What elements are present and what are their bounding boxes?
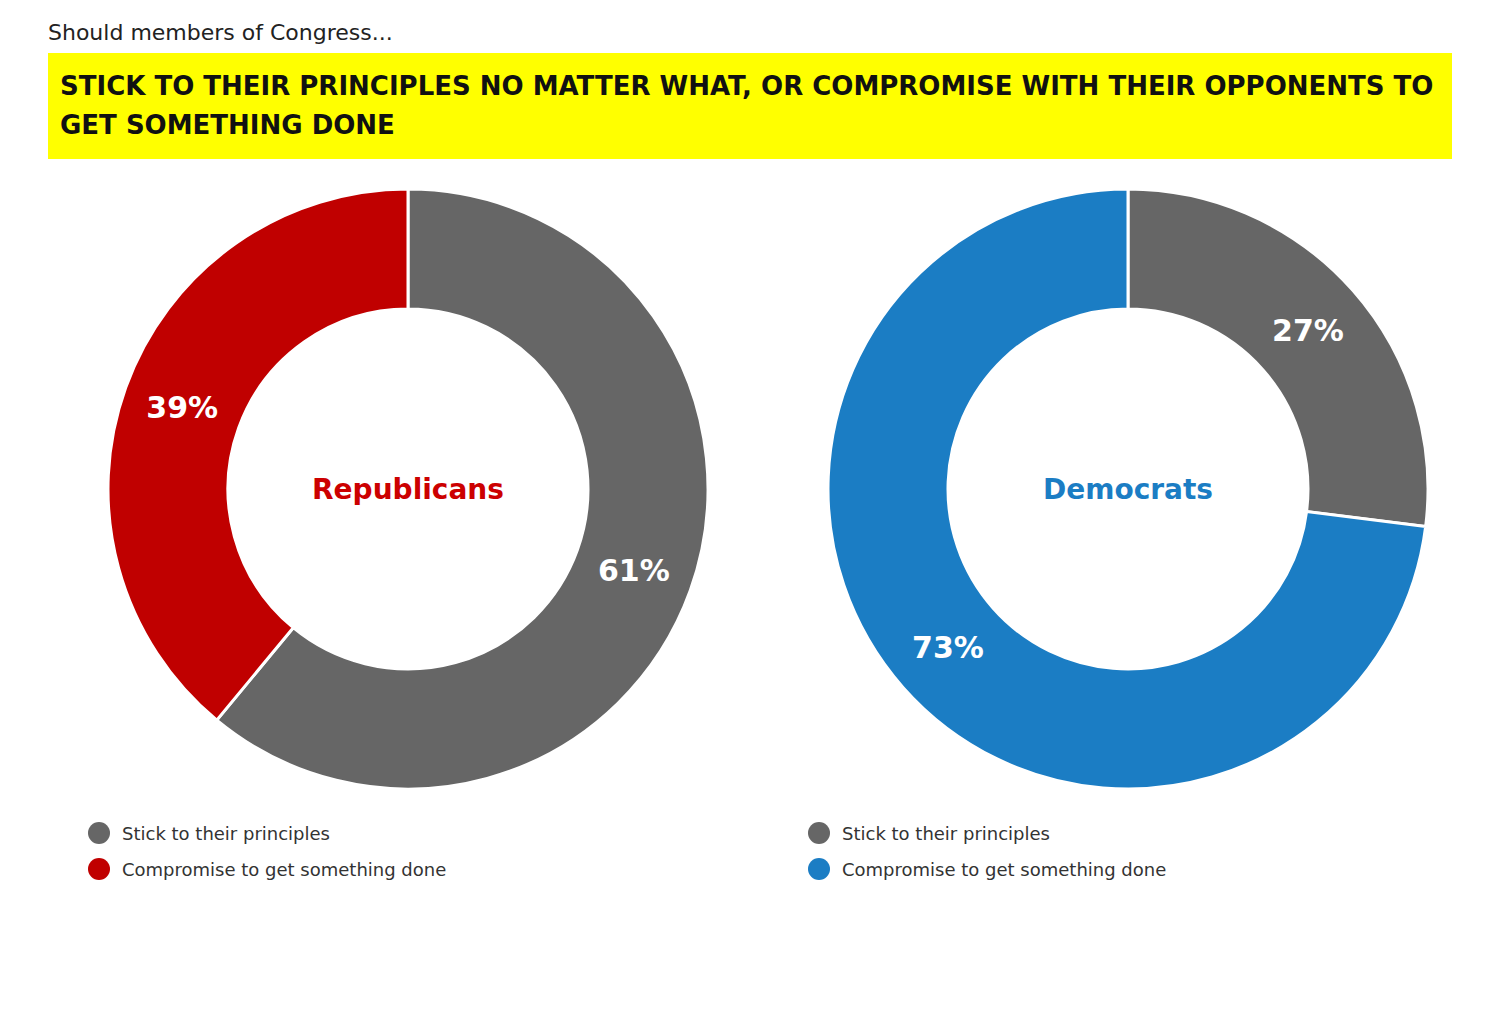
html-text:Compromise to get something do: Compromise to get something done	[842, 858, 1167, 880]
svg-text:39%: 39%	[146, 390, 218, 425]
svg-text:61%: 61%	[598, 553, 670, 588]
svg-text:73%: 73%	[912, 630, 984, 665]
html-text:Compromise to get something do: Compromise to get something done	[122, 858, 447, 880]
html-text:Republicans: Republicans	[312, 472, 504, 506]
svg-text:27%: 27%	[1272, 313, 1344, 348]
html-text:Stick to their principles: Stick to their principles	[842, 822, 1050, 844]
html-text:STICK TO THEIR PRINCIPLES NO M: STICK TO THEIR PRINCIPLES NO MATTER WHAT…	[60, 71, 1434, 140]
html-text:Democrats: Democrats	[1043, 472, 1213, 506]
html-text:Stick to their principles: Stick to their principles	[122, 822, 330, 844]
html-text:Should members of Congress...: Should members of Congress...	[48, 20, 393, 45]
